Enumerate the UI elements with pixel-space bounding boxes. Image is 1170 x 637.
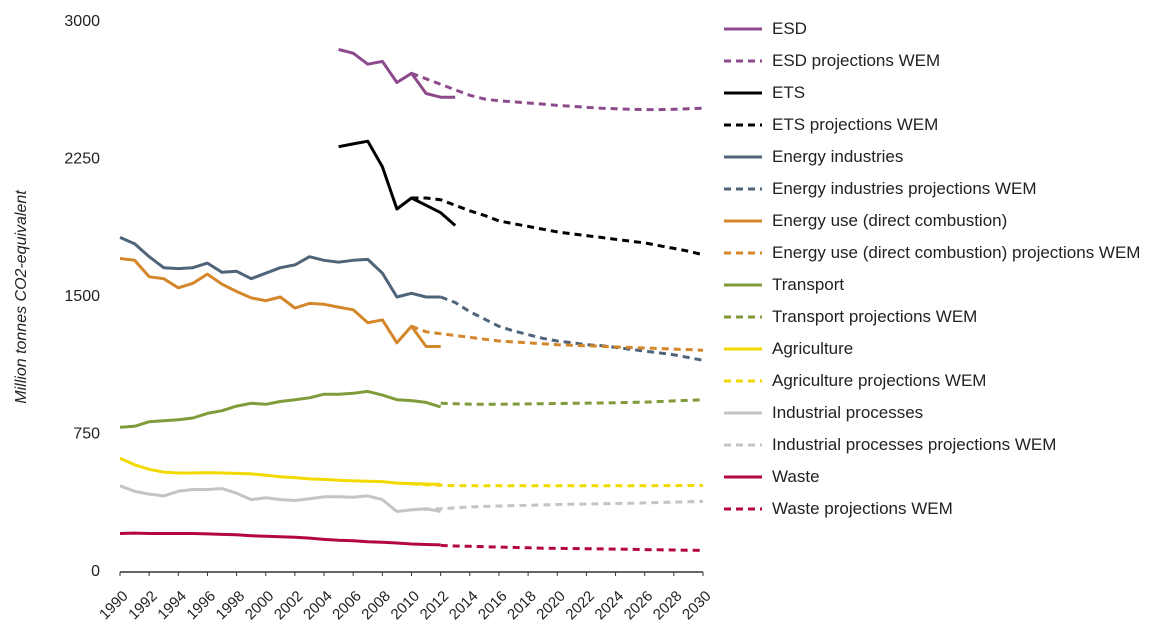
legend-label: Agriculture	[772, 339, 854, 358]
legend-label: Agriculture projections WEM	[772, 371, 987, 390]
legend-swatch	[724, 27, 762, 31]
legend-item: ESD	[722, 14, 1168, 44]
legend-label: Industrial processes projections WEM	[772, 435, 1057, 454]
y-tick-label: 3000	[64, 13, 100, 30]
legend-item: Agriculture	[722, 334, 1168, 364]
x-tick-label: 2026	[621, 588, 657, 624]
legend-swatch	[724, 411, 762, 415]
legend-swatch	[724, 59, 762, 63]
series-line	[410, 71, 704, 112]
x-tick-label: 2006	[329, 588, 365, 624]
series-line	[410, 324, 704, 352]
x-tick-label: 2016	[475, 588, 511, 624]
x-tick-label: 2002	[271, 588, 307, 624]
legend-item: ETS projections WEM	[722, 110, 1168, 140]
x-tick-label: 2012	[417, 588, 453, 624]
y-tick-label: 2250	[64, 151, 100, 168]
legend-label: Waste projections WEM	[772, 499, 953, 518]
legend-item: Agriculture projections WEM	[722, 366, 1168, 396]
x-tick-label: 2004	[300, 588, 336, 624]
series-line	[119, 484, 441, 513]
series-line	[338, 48, 456, 99]
legend-item: ETS	[722, 78, 1168, 108]
legend-item: ESD projections WEM	[722, 46, 1168, 76]
legend-label: ESD projections WEM	[772, 51, 941, 70]
series-line	[440, 295, 704, 362]
x-tick-label: 1998	[213, 588, 249, 624]
legend-item: Waste	[722, 462, 1168, 492]
legend-item: Energy use (direct combustion) projectio…	[722, 238, 1168, 268]
legend-swatch	[724, 283, 762, 287]
x-tick-label: 2008	[358, 588, 394, 624]
x-tick-label: 1992	[125, 588, 161, 624]
legend-label: Energy use (direct combustion)	[772, 211, 1008, 230]
legend-swatch	[724, 123, 762, 127]
legend-swatch	[724, 155, 762, 159]
x-tick-label: 2022	[562, 588, 598, 624]
legend-swatch	[724, 251, 762, 255]
legend-item: Energy industries projections WEM	[722, 174, 1168, 204]
series-line	[338, 139, 457, 227]
x-tick-label: 1990	[96, 588, 132, 624]
series-line	[411, 196, 704, 257]
legend-label: Energy industries	[772, 147, 904, 166]
x-tick-label: 2020	[533, 588, 569, 624]
legend-label: Waste	[772, 467, 820, 486]
x-tick-label: 1996	[183, 588, 219, 624]
x-tick-label: 2014	[446, 588, 482, 624]
y-tick-label: 750	[73, 426, 100, 443]
legend-label: Energy use (direct combustion) projectio…	[772, 243, 1141, 262]
series-line	[119, 236, 441, 299]
legend-item: Energy use (direct combustion)	[722, 206, 1168, 236]
legend-swatch	[724, 187, 762, 191]
legend-label: Industrial processes	[772, 403, 924, 422]
legend-item: Waste projections WEM	[722, 494, 1168, 524]
x-tick-label: 2024	[592, 588, 628, 624]
legend-item: Industrial processes projections WEM	[722, 430, 1168, 460]
legend-item: Energy industries	[722, 142, 1168, 172]
legend-label: ESD	[772, 19, 807, 38]
legend-item: Transport projections WEM	[722, 302, 1168, 332]
legend-swatch	[724, 91, 762, 95]
legend-swatch	[724, 379, 762, 383]
legend-swatch	[724, 475, 762, 479]
legend-swatch	[724, 507, 762, 511]
series-line	[411, 499, 704, 512]
legend-label: ETS projections WEM	[772, 115, 939, 134]
series-line	[119, 389, 442, 429]
legend-label: ETS	[772, 83, 806, 102]
x-tick-label: 1994	[154, 588, 190, 624]
y-tick-label: 0	[91, 563, 100, 580]
legend-item: Transport	[722, 270, 1168, 300]
legend-swatch	[724, 219, 762, 223]
x-tick-label: 2028	[650, 588, 686, 624]
legend-label: Energy industries projections WEM	[772, 179, 1037, 198]
legend: ESD ESD projections WEM ETS ETS projections…	[722, 14, 1168, 524]
legend-label: Transport	[772, 275, 845, 294]
legend-swatch	[724, 443, 762, 447]
legend-label: Transport projections WEM	[772, 307, 978, 326]
chart: Million tonnes CO2-equivalent 0 750 1500 22…	[13, 13, 715, 624]
series-line	[440, 543, 704, 552]
series-line	[440, 398, 704, 406]
legend-swatch	[724, 315, 762, 319]
x-tick-label: 2030	[679, 588, 715, 624]
x-tick-label: 2000	[242, 588, 278, 624]
legend-swatch	[724, 347, 762, 351]
x-tick-label: 2018	[504, 588, 540, 624]
legend-item: Industrial processes	[722, 398, 1168, 428]
x-tick-label: 2010	[388, 588, 424, 624]
series-line	[119, 531, 441, 547]
series-line	[411, 482, 703, 488]
y-axis-label: Million tonnes CO2-equivalent	[13, 190, 30, 404]
y-tick-label: 1500	[64, 288, 100, 305]
series-line	[119, 257, 441, 348]
series-line	[119, 456, 441, 486]
